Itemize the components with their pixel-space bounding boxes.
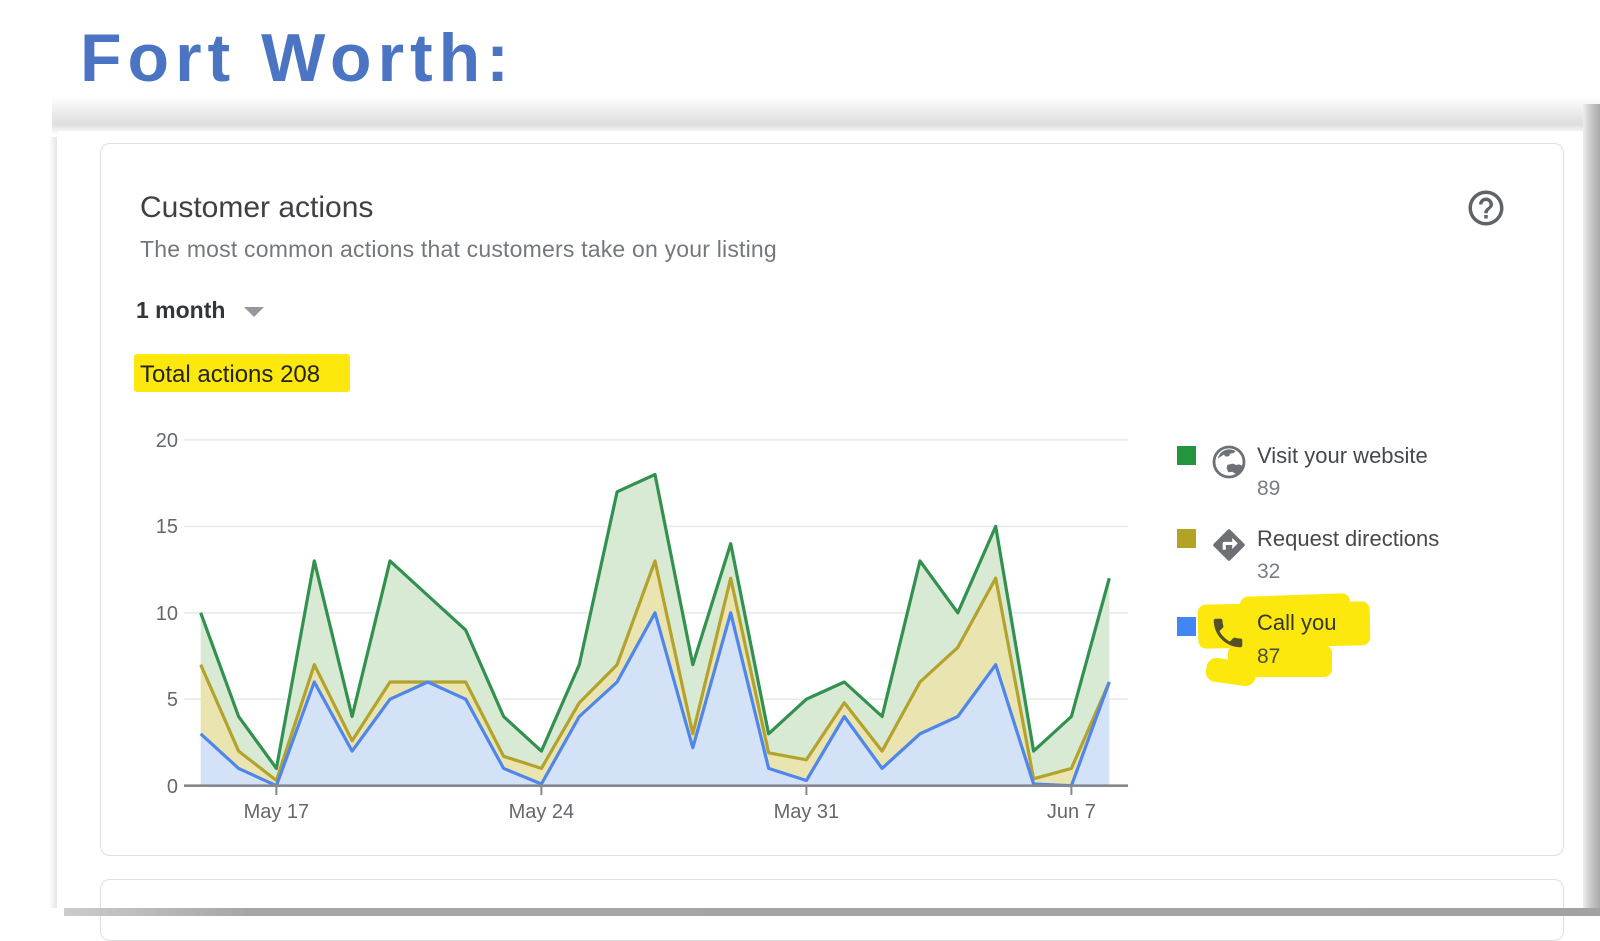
svg-text:15: 15 [156,516,178,538]
svg-text:May 17: May 17 [244,801,310,823]
svg-text:20: 20 [156,430,178,452]
svg-text:10: 10 [156,603,178,625]
svg-text:Jun 7: Jun 7 [1047,801,1096,823]
svg-text:May 24: May 24 [509,801,575,823]
svg-text:May 31: May 31 [774,801,840,823]
svg-text:5: 5 [167,689,178,711]
svg-text:0: 0 [167,776,178,798]
